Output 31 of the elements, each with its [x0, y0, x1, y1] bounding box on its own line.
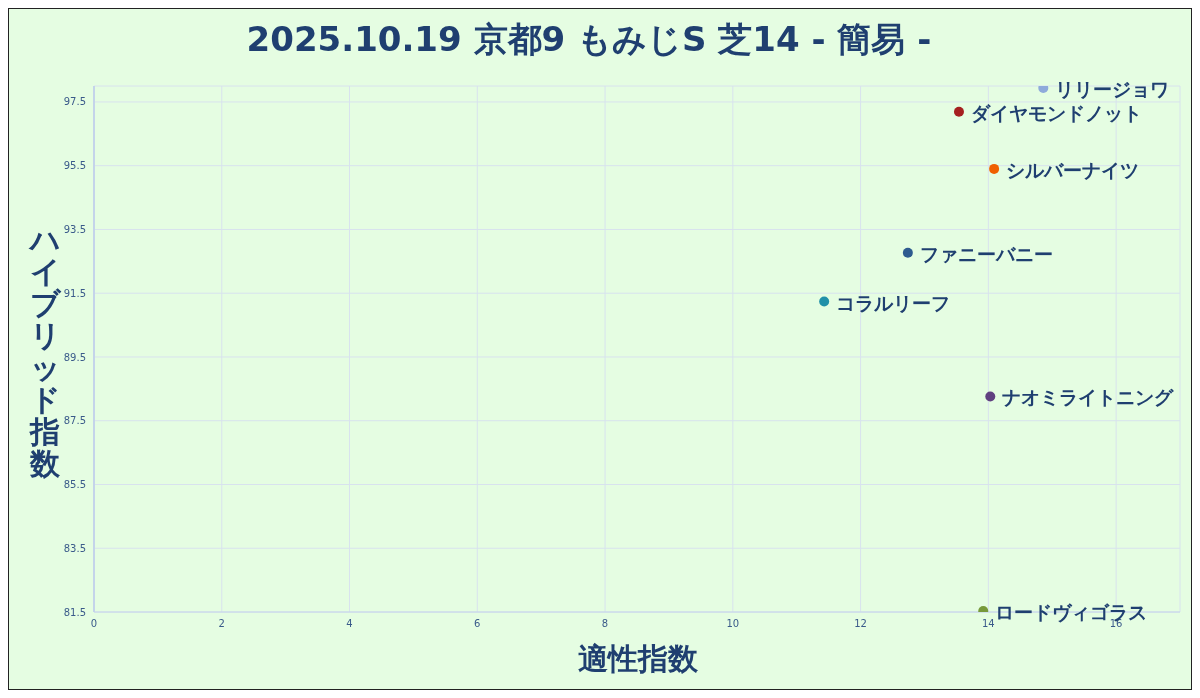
y-tick-label: 87.5 — [63, 415, 86, 427]
x-tick-label: 0 — [90, 618, 98, 630]
x-tick-label: 10 — [726, 618, 740, 630]
x-tick-label: 6 — [474, 618, 481, 630]
x-tick-label: 14 — [981, 618, 995, 630]
x-tick-label: 8 — [601, 618, 609, 630]
y-tick-label: 81.5 — [63, 606, 86, 618]
series-label: ナオミライトニング — [1002, 386, 1175, 409]
chart-title: 2025.10.19 京都9 もみじS 芝14 - 簡易 - — [245, 18, 933, 61]
point — [989, 163, 1000, 174]
y-tick-label: 91.5 — [63, 287, 86, 299]
series-label: コラルリーフ — [836, 291, 951, 314]
point — [953, 106, 964, 117]
y-tick-label: 93.5 — [63, 224, 86, 235]
series-label: ファニーバニー — [919, 242, 1053, 265]
x-axis-title: 適性指数 — [577, 640, 699, 678]
y-tick-label: 83.5 — [63, 542, 86, 554]
point — [902, 247, 913, 258]
y-axis-title: ハイブリッド指数 — [27, 222, 62, 481]
series-label: シルバーナイツ — [1006, 158, 1140, 181]
y-tick-label: 97.5 — [63, 96, 86, 108]
series-label: リリージョワ — [1055, 77, 1170, 100]
point — [985, 391, 996, 402]
y-tick-label: 95.5 — [63, 160, 86, 172]
x-tick-label: 12 — [854, 618, 867, 630]
x-tick-label: 2 — [218, 618, 225, 630]
y-tick-label: 85.5 — [63, 479, 86, 491]
x-tick-label: 4 — [346, 618, 353, 630]
y-tick-label: 89.5 — [63, 351, 86, 363]
series-label: ダイヤモンドノット — [970, 101, 1142, 124]
point — [819, 296, 830, 307]
